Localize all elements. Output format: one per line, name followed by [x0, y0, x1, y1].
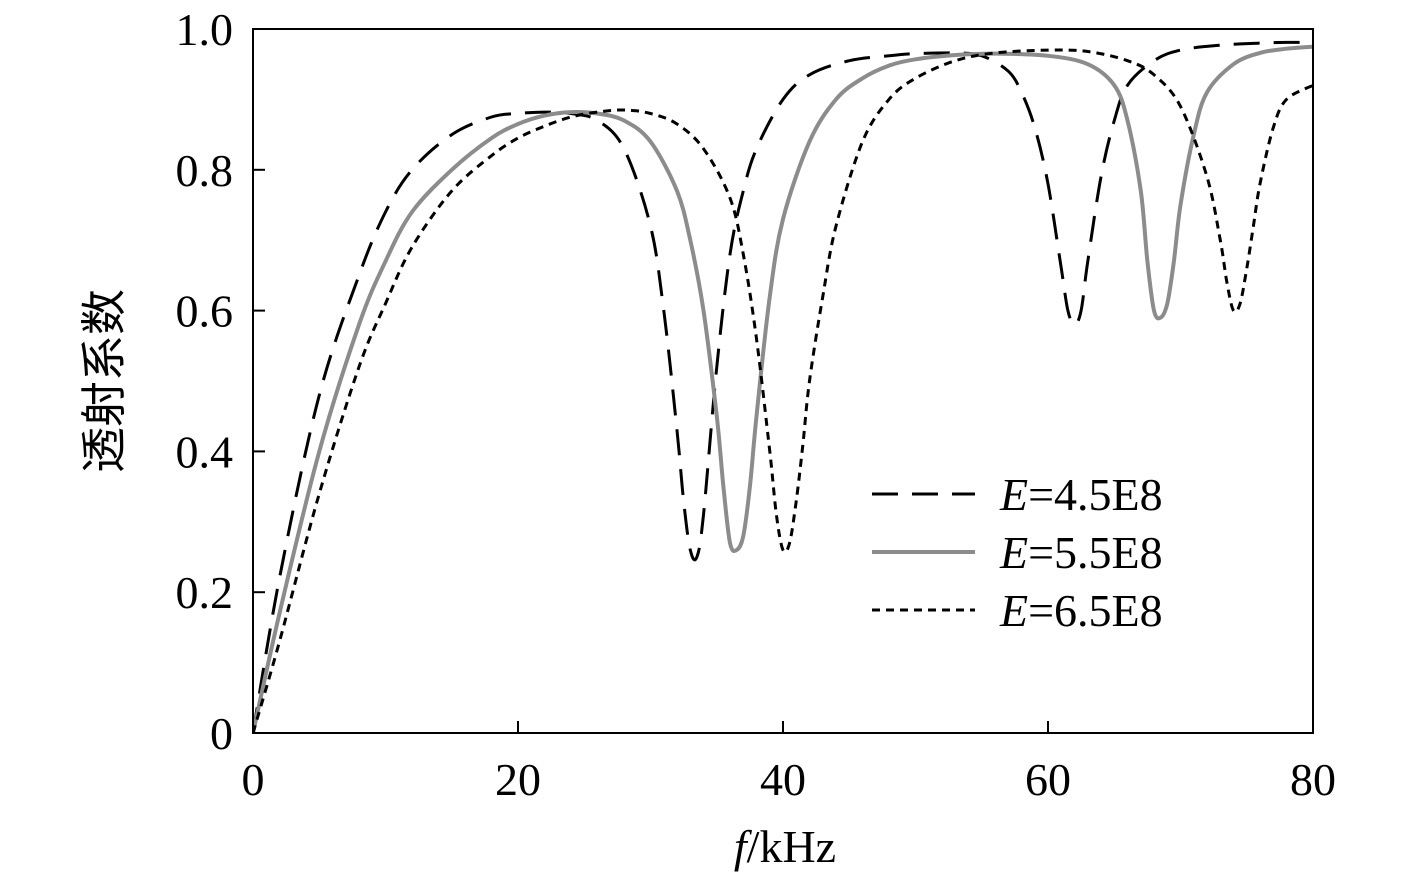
y-axis-title: 透射系数 — [79, 289, 130, 473]
series-line-1 — [253, 40, 1313, 733]
plot-frame — [252, 28, 1314, 734]
y-tick-label: 0 — [210, 708, 233, 759]
x-tick-label: 0 — [242, 754, 265, 805]
y-tick-label: 1.0 — [176, 4, 234, 55]
legend-label-3: E=6.5E8 — [999, 585, 1163, 636]
ticks-layer: 0 20 40 60 80 0 0.2 0.4 0.6 0.8 1.0 — [176, 4, 1337, 805]
legend-label-variable: E — [999, 585, 1028, 636]
x-tick-label: 80 — [1290, 754, 1336, 805]
legend-label-variable: E — [999, 527, 1028, 578]
legend-label-value: =4.5E8 — [1028, 469, 1163, 520]
x-axis-title-unit: /kHz — [747, 821, 836, 872]
y-tick-label: 0.2 — [176, 567, 234, 618]
series-line-3 — [253, 48, 1313, 733]
x-axis-title: f/kHz — [734, 821, 836, 872]
series-line-2 — [253, 44, 1313, 733]
y-tick-label: 0.8 — [176, 145, 234, 196]
legend-label-value: =5.5E8 — [1028, 527, 1163, 578]
x-tick-label: 40 — [760, 754, 806, 805]
legend-label-value: =6.5E8 — [1028, 585, 1163, 636]
legend-label-variable: E — [999, 469, 1028, 520]
legend-label-2: E=5.5E8 — [999, 527, 1163, 578]
legend-label-1: E=4.5E8 — [999, 469, 1163, 520]
y-tick-label: 0.4 — [176, 426, 234, 477]
x-tick-label: 60 — [1025, 754, 1071, 805]
series-layer — [253, 40, 1313, 733]
y-tick-label: 0.6 — [176, 286, 234, 337]
x-tick-label: 20 — [495, 754, 541, 805]
